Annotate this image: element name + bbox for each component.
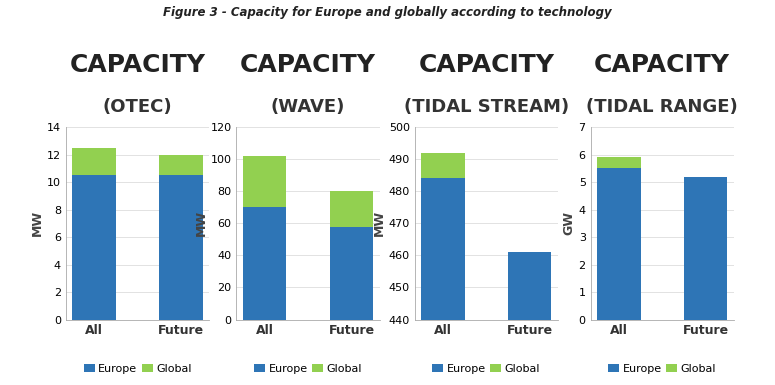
Y-axis label: GW: GW [563, 211, 576, 235]
Y-axis label: MW: MW [373, 210, 386, 236]
Bar [597, 168, 640, 320]
Legend: Europe, Global: Europe, Global [432, 363, 540, 374]
Bar [421, 153, 464, 178]
Bar [421, 178, 464, 320]
Bar [508, 252, 552, 320]
Bar [330, 191, 374, 226]
Bar [684, 177, 728, 320]
Bar [597, 157, 640, 168]
Legend: Europe, Global: Europe, Global [254, 363, 362, 374]
Text: (TIDAL STREAM): (TIDAL STREAM) [404, 97, 569, 116]
Text: CAPACITY: CAPACITY [240, 53, 376, 77]
Text: Figure 3 - Capacity for Europe and globally according to technology: Figure 3 - Capacity for Europe and globa… [164, 6, 611, 19]
Bar [72, 148, 115, 175]
Text: CAPACITY: CAPACITY [418, 53, 554, 77]
Legend: Europe, Global: Europe, Global [608, 363, 716, 374]
Bar [330, 226, 374, 320]
Text: (WAVE): (WAVE) [271, 97, 345, 116]
Text: CAPACITY: CAPACITY [70, 53, 205, 77]
Bar [243, 207, 286, 320]
Text: (TIDAL RANGE): (TIDAL RANGE) [587, 97, 738, 116]
Bar [72, 175, 115, 320]
Bar [243, 156, 286, 207]
Y-axis label: MW: MW [195, 210, 208, 236]
Text: (OTEC): (OTEC) [103, 97, 172, 116]
Bar [160, 154, 203, 175]
Bar [160, 175, 203, 320]
Legend: Europe, Global: Europe, Global [84, 363, 191, 374]
Y-axis label: MW: MW [31, 210, 44, 236]
Text: CAPACITY: CAPACITY [594, 53, 730, 77]
